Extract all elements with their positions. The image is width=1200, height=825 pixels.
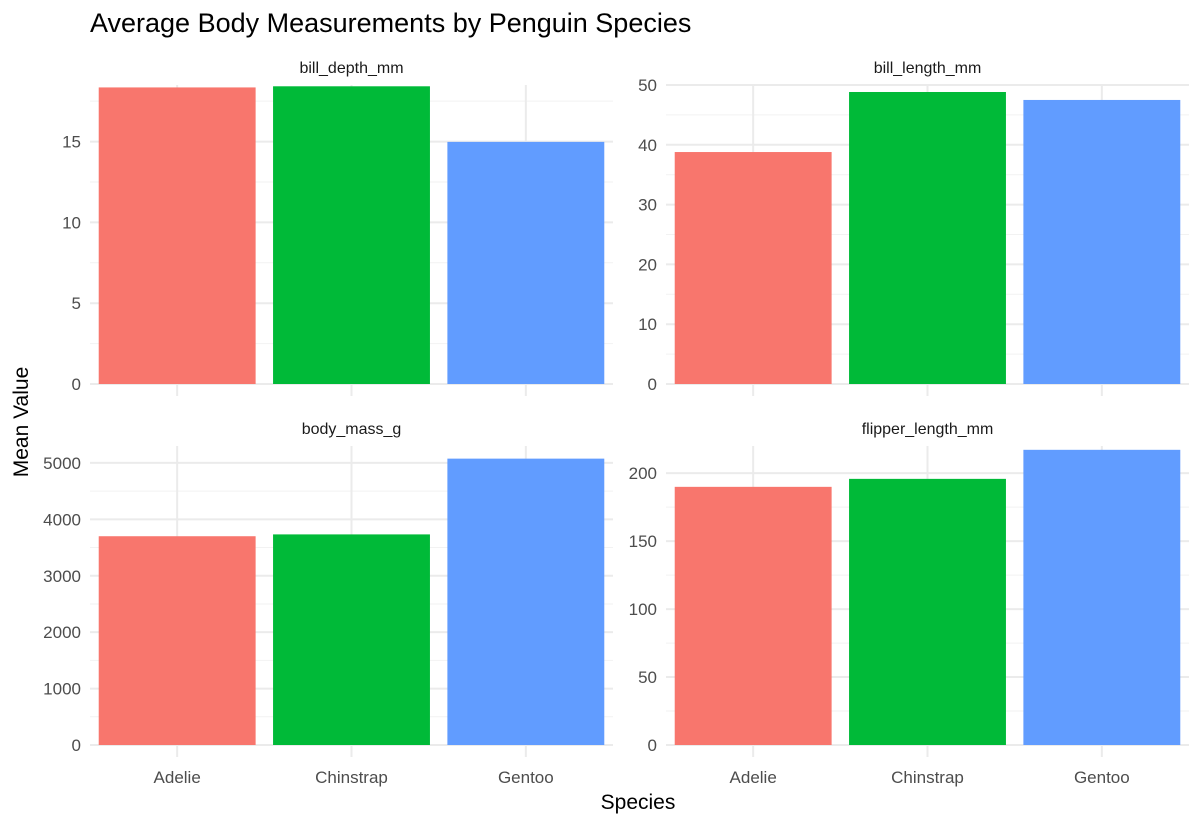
y-tick-label: 0 (72, 375, 81, 394)
chart-title: Average Body Measurements by Penguin Spe… (90, 8, 691, 38)
bar-adelie (98, 87, 256, 385)
facet-strip-label: bill_length_mm (874, 60, 982, 77)
facet-strip-label: bill_depth_mm (299, 60, 403, 77)
facet-panels: 0 5 10 15 bill_depth_mm 0 10 20 30 40 50 bill_lengt… (43, 60, 1189, 787)
x-tick-label: Adelie (154, 768, 201, 787)
panel-flipper-length-mm: 0 50 100 150 200 flipper_length_mm Adelie Chins… (629, 421, 1189, 787)
y-tick-label: 4000 (43, 510, 81, 529)
y-tick-label: 2000 (43, 623, 81, 642)
y-tick-label: 0 (648, 736, 657, 755)
bar-adelie (674, 152, 832, 384)
panel-bill-length-mm: 0 10 20 30 40 50 bill_length_mm (638, 60, 1189, 396)
y-tick-label: 10 (638, 315, 657, 334)
x-tick-label: Adelie (730, 768, 777, 787)
x-tick-label: Chinstrap (891, 768, 964, 787)
y-tick-label: 20 (638, 255, 657, 274)
bar-chinstrap (273, 534, 430, 745)
y-tick-label: 1000 (43, 680, 81, 699)
bar-gentoo (1023, 449, 1181, 745)
y-tick-label: 10 (62, 213, 81, 232)
y-tick-label: 0 (72, 736, 81, 755)
facet-strip-label: flipper_length_mm (862, 421, 994, 438)
y-tick-label: 0 (648, 375, 657, 394)
bar-chinstrap (273, 86, 430, 385)
bar-gentoo (447, 458, 605, 745)
y-tick-label: 200 (629, 464, 657, 483)
y-tick-label: 30 (638, 196, 657, 215)
y-tick-label: 50 (638, 76, 657, 95)
bar-chinstrap (849, 478, 1006, 745)
bar-adelie (674, 486, 832, 745)
x-tick-label: Gentoo (1074, 768, 1130, 787)
bar-gentoo (447, 141, 605, 384)
y-tick-label: 15 (62, 133, 81, 152)
y-tick-label: 100 (629, 600, 657, 619)
panel-bill-depth-mm: 0 5 10 15 bill_depth_mm (62, 60, 613, 396)
x-tick-label: Chinstrap (315, 768, 388, 787)
bar-adelie (98, 536, 256, 745)
facet-strip-label: body_mass_g (302, 421, 402, 438)
bar-gentoo (1023, 99, 1181, 384)
y-tick-label: 50 (638, 668, 657, 687)
x-axis-title: Species (601, 791, 676, 814)
y-tick-label: 3000 (43, 567, 81, 586)
y-tick-label: 150 (629, 532, 657, 551)
y-axis-title: Mean Value (10, 367, 33, 478)
bar-chinstrap (849, 91, 1006, 385)
y-tick-label: 5000 (43, 454, 81, 473)
y-tick-label: 5 (72, 294, 81, 313)
y-tick-label: 40 (638, 136, 657, 155)
x-tick-label: Gentoo (498, 768, 554, 787)
panel-body-mass-g: 0 1000 2000 3000 4000 5000 body_mass_g Adelie Ch… (43, 421, 613, 787)
